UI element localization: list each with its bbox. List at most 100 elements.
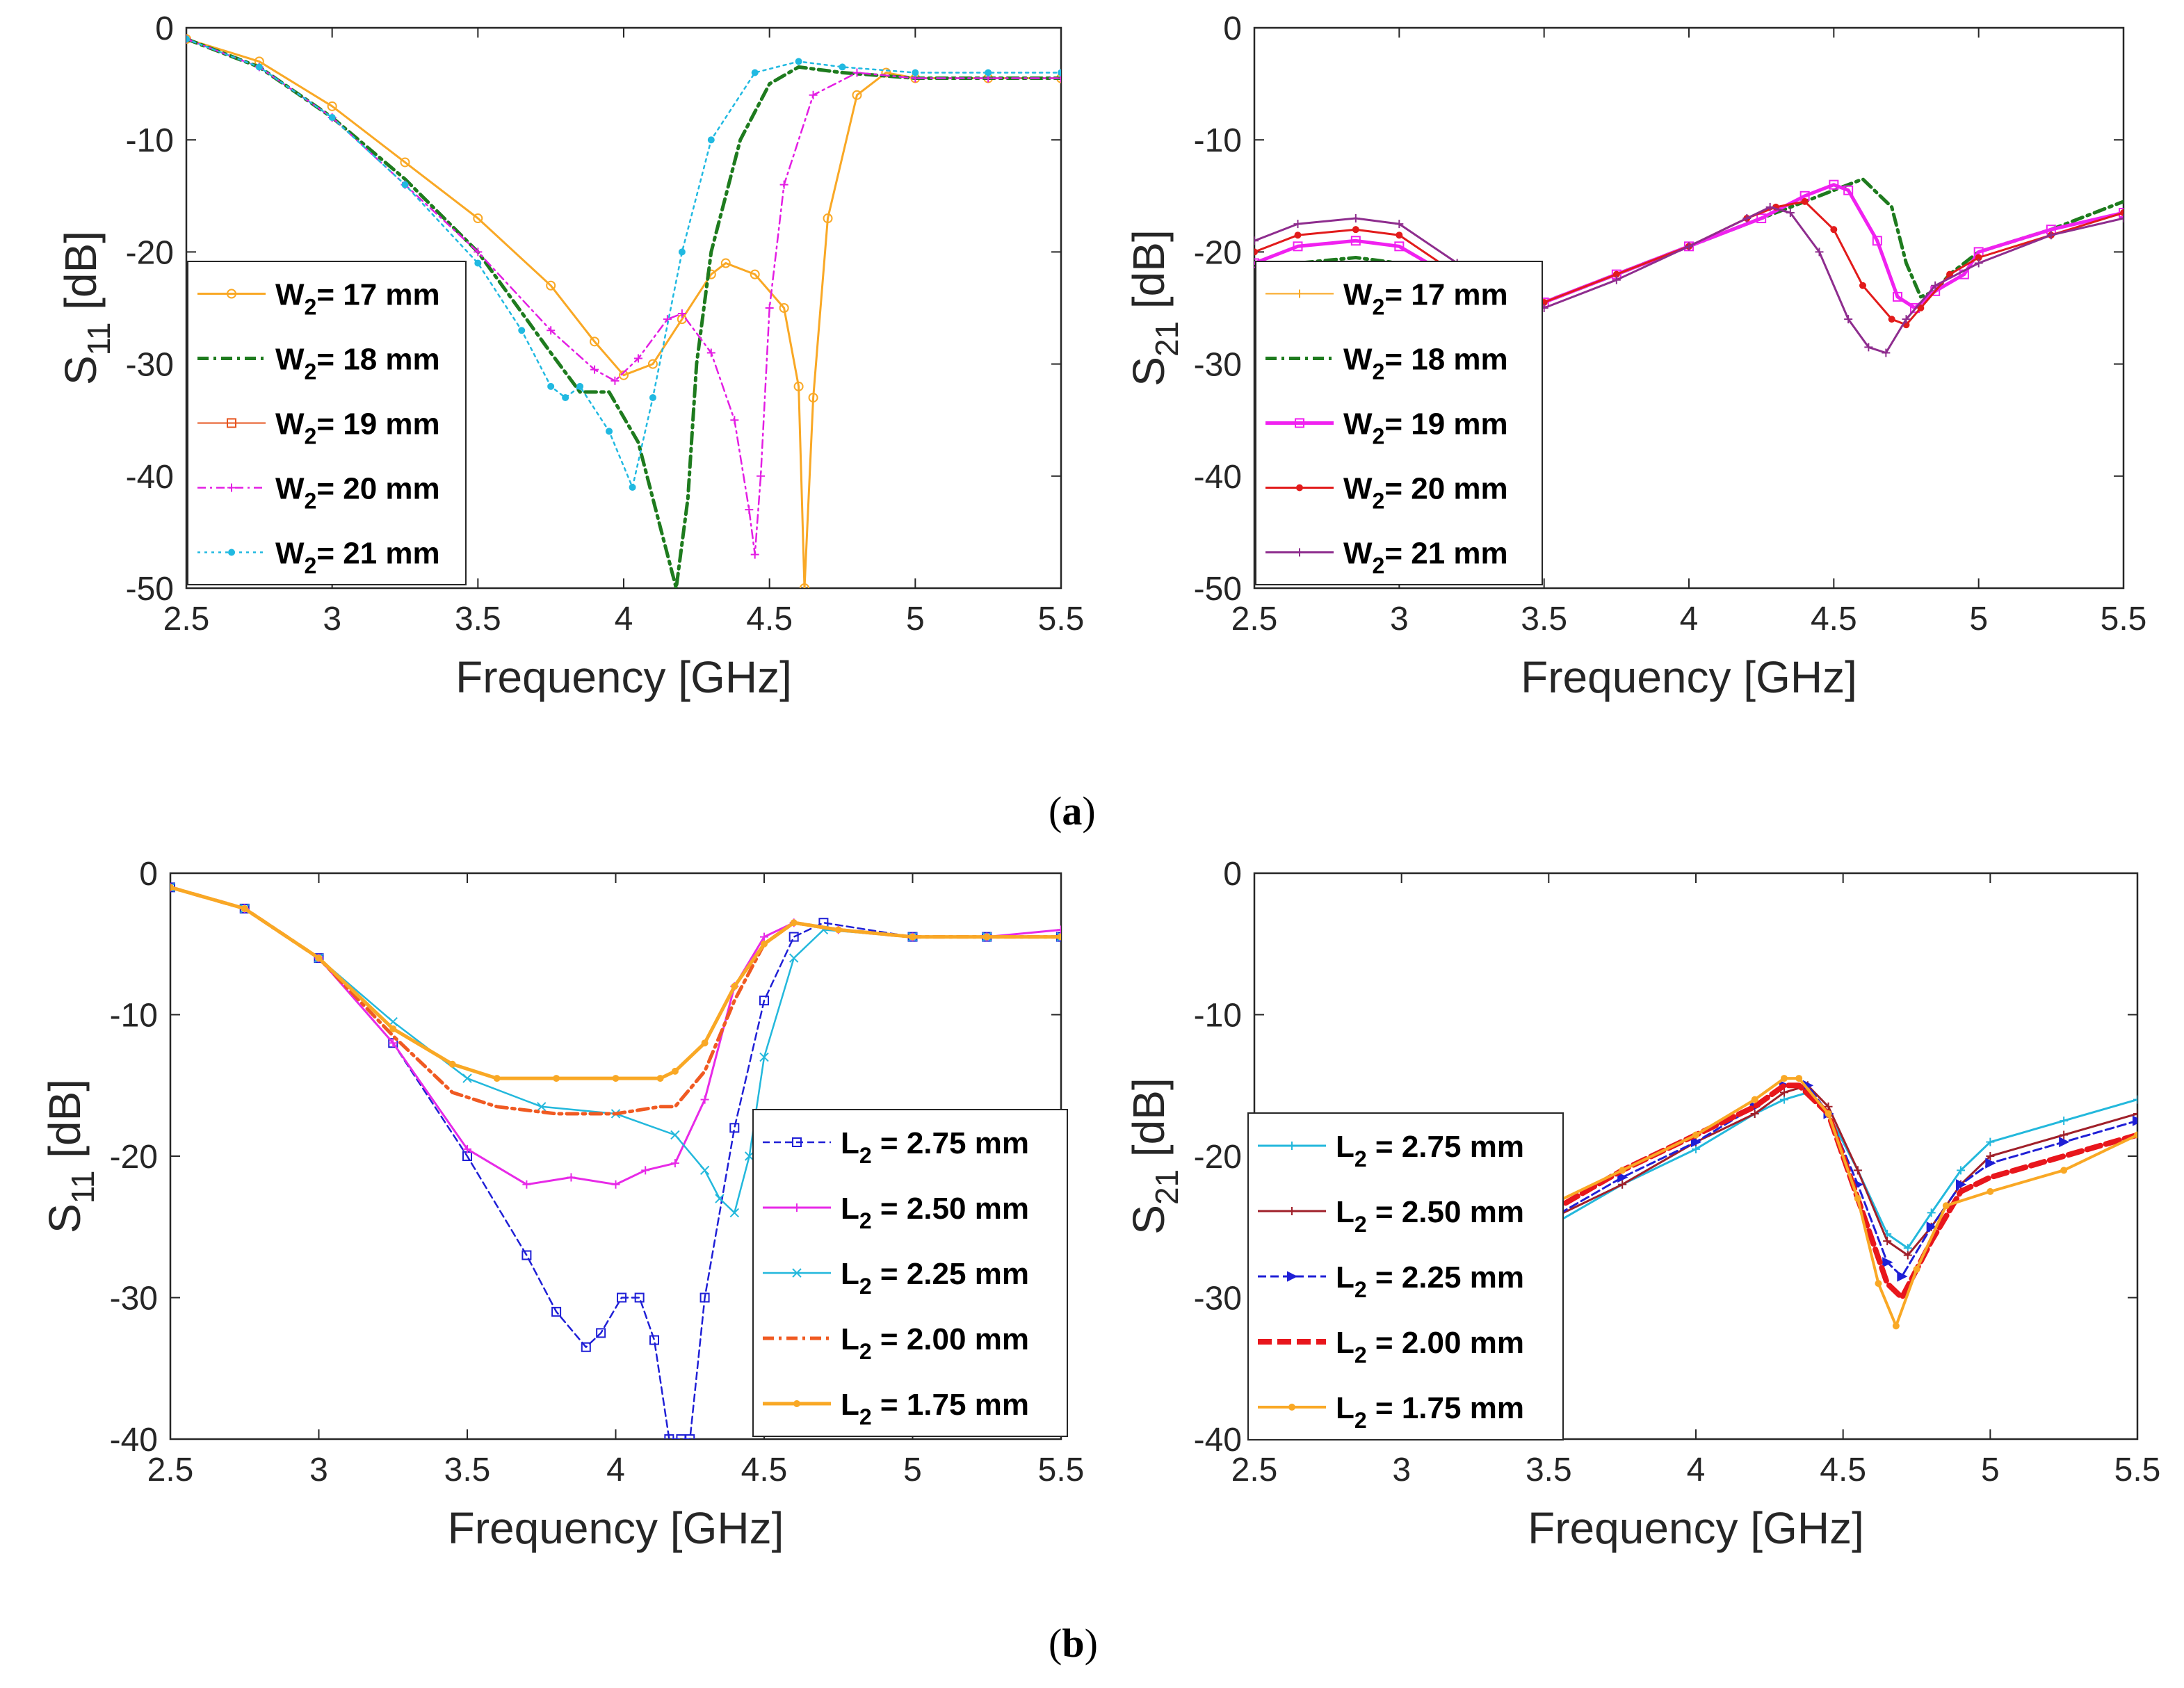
legend-entry-sub: 2: [305, 553, 317, 578]
y-axis-label: S11 [dB]: [56, 231, 117, 385]
legend-entry-main: L: [1336, 1260, 1354, 1295]
y-axis-label: S21 [dB]: [1124, 1078, 1185, 1234]
legend-marker: [1295, 548, 1304, 557]
data-point: [729, 1208, 740, 1218]
legend-entry-main: W: [1343, 407, 1373, 441]
data-point: [1903, 1251, 1912, 1260]
data-point: [799, 583, 809, 588]
x-tick-label: 4: [1687, 1452, 1706, 1488]
y-tick-label: 0: [139, 856, 158, 893]
legend-marker: [793, 1203, 801, 1212]
data-point: [1931, 281, 1940, 290]
legend-entry-sub: 2: [1354, 1408, 1367, 1433]
legend-entry: L2 = 1.75 mm: [841, 1388, 1029, 1429]
data-point: [795, 58, 802, 65]
data-point: [547, 382, 555, 390]
legend-entry-rest: = 18 mm: [1384, 343, 1507, 377]
data-point: [590, 336, 600, 347]
x-tick-label: 4.5: [741, 1452, 788, 1488]
series-line-2: [186, 37, 1061, 588]
data-point: [823, 213, 833, 224]
data-point: [1751, 1096, 1758, 1103]
x-tick-label: 5.5: [2114, 1452, 2161, 1488]
legend-marker: [228, 549, 235, 556]
data-point: [1395, 220, 1404, 229]
x-axis-label: Frequency [GHz]: [1521, 652, 1857, 702]
data-point: [581, 1342, 591, 1352]
data-point: [612, 1075, 620, 1082]
data-point: [1394, 241, 1405, 252]
data-point: [677, 309, 686, 318]
y-tick-label: -40: [1194, 459, 1242, 496]
panel-b-label: b: [1062, 1621, 1085, 1666]
data-point: [685, 1434, 695, 1439]
data-point: [985, 69, 992, 76]
data-point: [1691, 1137, 1702, 1148]
y-axis-label: S21 [dB]: [1124, 229, 1185, 386]
panel-a-label: a: [1062, 788, 1083, 834]
data-point: [1254, 248, 1258, 256]
data-point: [1351, 214, 1360, 223]
legend-entry-sub: 2: [1354, 1342, 1367, 1368]
data-point: [328, 113, 336, 121]
data-point: [759, 996, 769, 1006]
x-tick-label: 4.5: [1820, 1452, 1866, 1488]
data-point: [1883, 1237, 1892, 1246]
x-tick-label: 3: [1390, 601, 1409, 638]
x-tick-label: 2.5: [1231, 601, 1278, 638]
legend-entry: L2 = 2.00 mm: [841, 1322, 1029, 1364]
legend-entry-sub: 2: [305, 489, 317, 514]
legend-marker: [1288, 1404, 1295, 1411]
y-axis-label-unit: [dB]: [56, 231, 106, 323]
legend-entry-rest: = 2.50 mm: [1367, 1195, 1524, 1229]
legend-entry-main: W: [275, 343, 305, 377]
data-point: [760, 932, 768, 941]
x-tick-label: 4: [606, 1452, 625, 1488]
data-point: [2119, 214, 2124, 223]
data-point: [730, 416, 739, 425]
series-group: [186, 34, 1061, 588]
y-axis-label-unit: [dB]: [1124, 1078, 1174, 1169]
data-point: [1750, 1109, 1759, 1118]
y-axis-label-sub: 11: [65, 1171, 101, 1204]
x-tick-label: 5.5: [1038, 1452, 1085, 1488]
legend-marker: [1288, 1207, 1296, 1215]
x-axis-label: Frequency [GHz]: [1528, 1503, 1864, 1553]
x-tick-label: 4: [615, 601, 633, 638]
legend-marker: [227, 418, 236, 428]
legend-marker: [792, 1137, 802, 1147]
data-point: [522, 1180, 531, 1189]
legend-entry-main: W: [275, 472, 305, 506]
data-point: [1692, 1131, 1699, 1139]
data-point: [617, 1292, 627, 1303]
legend-entry: L2 = 1.75 mm: [1336, 1391, 1524, 1433]
data-point: [788, 953, 799, 963]
data-point: [793, 381, 804, 391]
data-point: [649, 1335, 660, 1345]
data-point: [729, 1123, 740, 1133]
legend-entry-rest: = 2.75 mm: [1367, 1130, 1524, 1164]
data-point: [745, 505, 754, 514]
data-point: [547, 326, 556, 335]
panel-b-caption: (b): [1049, 1621, 1098, 1666]
data-point: [656, 1075, 664, 1082]
data-point: [759, 1052, 769, 1062]
data-point: [537, 1102, 547, 1112]
data-point: [463, 1144, 471, 1153]
y-tick-label: -10: [126, 122, 174, 159]
data-point: [170, 884, 174, 891]
data-point: [1786, 208, 1795, 217]
data-point: [611, 1180, 620, 1189]
legend-entry-rest: = 2.75 mm: [872, 1126, 1029, 1160]
legend-entry: W2= 20 mm: [1343, 472, 1508, 514]
legend-entry-main: W: [1343, 472, 1373, 506]
data-point: [2120, 209, 2124, 216]
data-point: [1780, 1088, 1788, 1097]
x-tick-label: 3.5: [455, 601, 501, 638]
data-point: [1756, 213, 1767, 224]
y-tick-label: -50: [1194, 571, 1242, 608]
data-point: [2134, 1131, 2137, 1139]
